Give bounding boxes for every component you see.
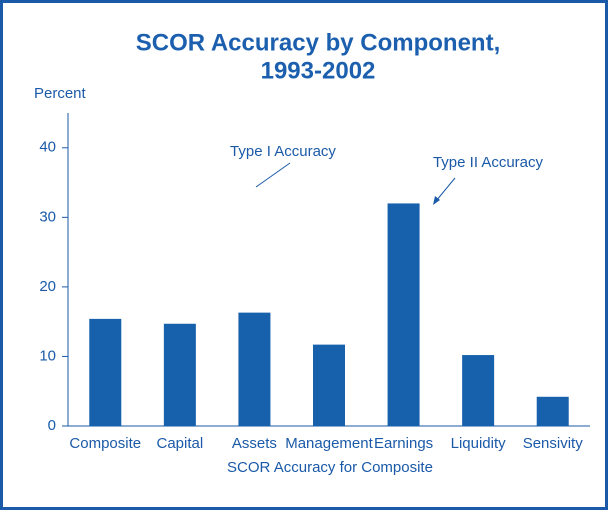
y-tick-label: 20 (39, 278, 56, 295)
x-tick-label: Sensivity (523, 435, 584, 452)
bar (238, 312, 271, 426)
y-axis-label: Percent (34, 85, 87, 102)
x-tick-label: Management (285, 435, 373, 452)
annotation-line (255, 162, 291, 188)
bar (536, 396, 569, 426)
annotation: Type II Accuracy (433, 154, 544, 171)
chart-title: SCOR Accuracy by Component, (136, 29, 501, 56)
x-tick-label: Liquidity (451, 435, 507, 452)
bar (313, 344, 345, 426)
x-axis-label: SCOR Accuracy for Composite (227, 459, 433, 476)
y-tick-label: 0 (48, 417, 56, 434)
x-tick-label: Capital (157, 435, 204, 452)
bar (462, 355, 495, 426)
y-tick-label: 30 (39, 208, 56, 225)
chart-title: 1993-2002 (261, 57, 376, 84)
arrow-head (433, 196, 440, 205)
annotation: Type I Accuracy (230, 143, 336, 160)
x-tick-label: Earnings (374, 435, 433, 452)
bar (387, 203, 420, 426)
bar (89, 318, 122, 426)
y-tick-label: 40 (39, 139, 56, 156)
x-tick-label: Composite (69, 435, 141, 452)
y-tick-label: 10 (39, 347, 56, 364)
x-tick-label: Assets (232, 435, 277, 452)
annotation-arrow (435, 177, 456, 202)
bar (163, 323, 196, 426)
